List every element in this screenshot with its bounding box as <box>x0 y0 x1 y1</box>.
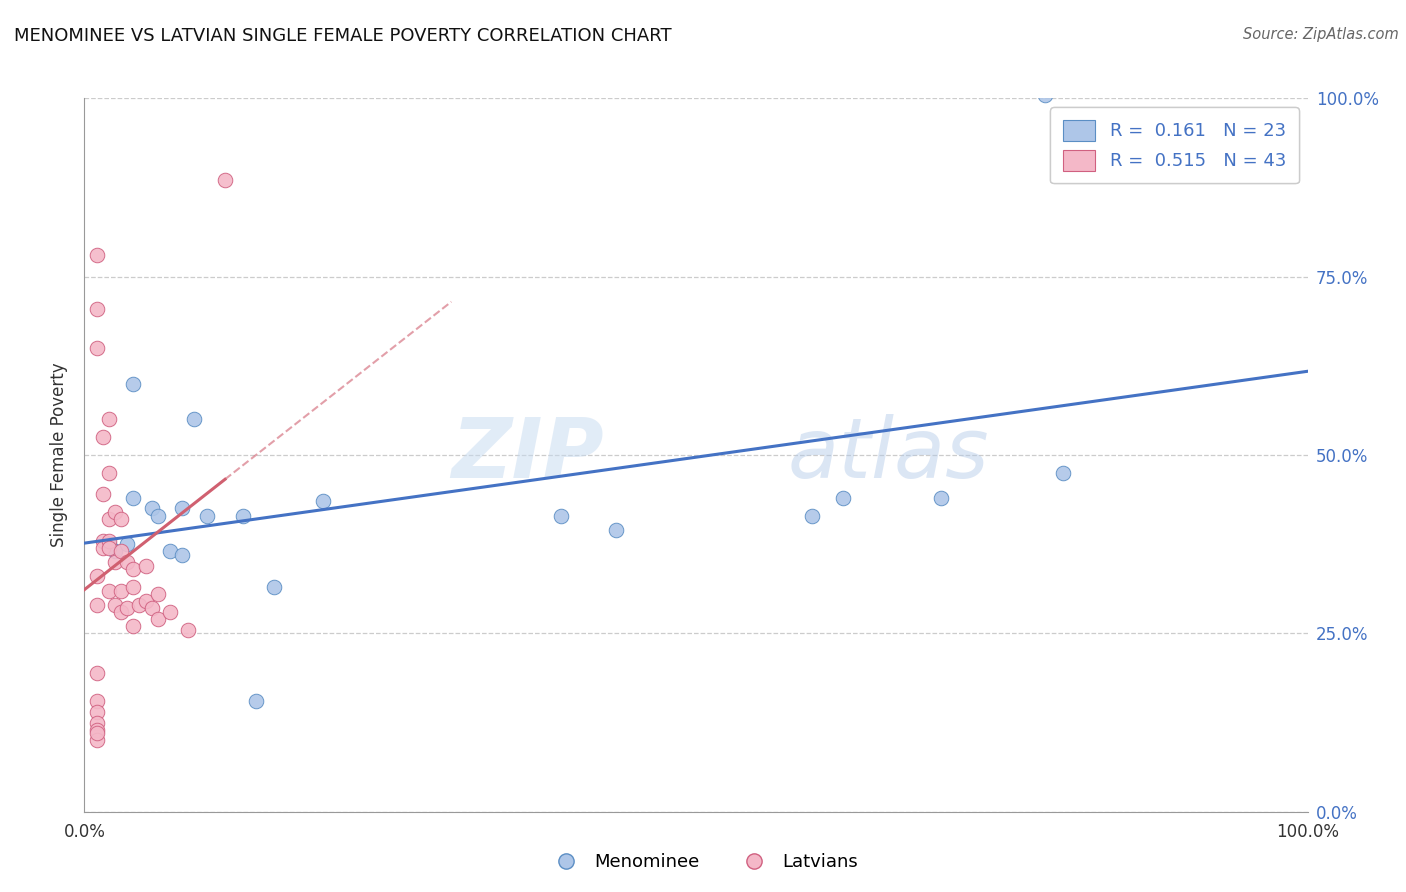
Point <box>141 501 163 516</box>
Point <box>86 665 108 680</box>
Point <box>172 548 194 562</box>
Point <box>86 715 108 730</box>
Point <box>86 569 108 583</box>
Point <box>183 412 205 426</box>
Point <box>122 580 145 594</box>
Point <box>312 494 335 508</box>
Point <box>86 705 108 719</box>
Point <box>146 587 169 601</box>
Point <box>146 508 169 523</box>
Point <box>122 562 145 576</box>
Point <box>135 594 157 608</box>
Point <box>115 601 138 615</box>
Point <box>122 491 145 505</box>
Point <box>122 619 145 633</box>
Point <box>1052 466 1074 480</box>
Point <box>110 544 132 558</box>
Point <box>97 541 120 555</box>
Point <box>146 612 169 626</box>
Point <box>214 173 236 187</box>
Point <box>91 541 114 555</box>
Point <box>110 512 132 526</box>
Point <box>141 601 163 615</box>
Point <box>97 512 120 526</box>
Text: ZIP: ZIP <box>451 415 605 495</box>
Point <box>232 508 254 523</box>
Point <box>86 341 108 355</box>
Legend: R =  0.161   N = 23, R =  0.515   N = 43: R = 0.161 N = 23, R = 0.515 N = 43 <box>1050 107 1299 183</box>
Point <box>172 501 194 516</box>
Point <box>122 376 145 391</box>
Point <box>110 583 132 598</box>
Point <box>929 491 952 505</box>
Point <box>831 491 853 505</box>
Point <box>128 598 150 612</box>
Point <box>86 248 108 262</box>
Point <box>159 605 181 619</box>
Point <box>86 726 108 740</box>
Point <box>86 694 108 708</box>
Point <box>97 466 120 480</box>
Point <box>86 598 108 612</box>
Legend: Menominee, Latvians: Menominee, Latvians <box>540 847 866 879</box>
Point <box>110 605 132 619</box>
Point <box>177 623 200 637</box>
Point <box>104 598 127 612</box>
Point <box>159 544 181 558</box>
Point <box>263 580 285 594</box>
Point <box>115 555 138 569</box>
Point <box>97 537 120 551</box>
Y-axis label: Single Female Poverty: Single Female Poverty <box>51 363 69 547</box>
Point <box>115 537 138 551</box>
Point <box>245 694 267 708</box>
Point <box>91 487 114 501</box>
Point <box>86 733 108 747</box>
Point <box>86 301 108 316</box>
Point <box>550 508 572 523</box>
Text: atlas: atlas <box>787 415 990 495</box>
Point <box>97 533 120 548</box>
Point <box>104 505 127 519</box>
Point <box>1033 87 1056 102</box>
Point <box>195 508 218 523</box>
Point <box>97 412 120 426</box>
Point <box>91 430 114 444</box>
Point <box>104 555 127 569</box>
Point <box>97 583 120 598</box>
Point <box>91 533 114 548</box>
Text: Source: ZipAtlas.com: Source: ZipAtlas.com <box>1243 27 1399 42</box>
Point <box>86 723 108 737</box>
Point <box>135 558 157 573</box>
Point <box>801 508 824 523</box>
Text: MENOMINEE VS LATVIAN SINGLE FEMALE POVERTY CORRELATION CHART: MENOMINEE VS LATVIAN SINGLE FEMALE POVER… <box>14 27 672 45</box>
Point <box>104 544 127 558</box>
Point <box>605 523 627 537</box>
